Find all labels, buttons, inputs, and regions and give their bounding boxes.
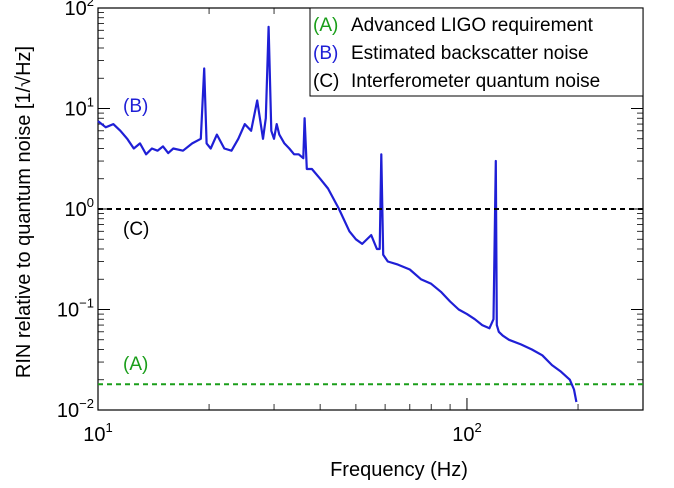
- series-line-b: [97, 25, 578, 403]
- legend-tag-a: (A): [313, 15, 338, 36]
- y-tick-label: 100: [65, 195, 94, 221]
- legend-tag-c: (C): [313, 71, 339, 92]
- series-layer: [97, 25, 643, 403]
- tick-labels: 101 102 10−2 10−1 100 101 102: [57, 0, 482, 446]
- legend-entry-c: (C) Interferometer quantum noise: [313, 71, 600, 92]
- y-axis-label: RIN relative to quantum noise [1/√Hz]: [13, 46, 35, 378]
- legend: (A) Advanced LIGO requirement (B) Estima…: [309, 7, 644, 97]
- y-tick-label: 102: [65, 0, 94, 20]
- legend-tag-b: (B): [313, 43, 338, 64]
- legend-entry-a: (A) Advanced LIGO requirement: [313, 15, 594, 36]
- x-axis-label: Frequency (Hz): [330, 459, 468, 481]
- legend-label-c: Interferometer quantum noise: [351, 71, 600, 92]
- y-tick-label: 10−1: [57, 296, 94, 322]
- x-tick-label: 101: [83, 420, 112, 446]
- series-tag-b-annotation: (B): [123, 96, 148, 117]
- y-tick-label: 101: [65, 95, 94, 121]
- legend-label-a: Advanced LIGO requirement: [351, 15, 594, 36]
- legend-box: [309, 7, 644, 97]
- y-tick-label: 10−2: [57, 396, 94, 422]
- x-tick-label: 102: [452, 420, 481, 446]
- legend-entry-b: (B) Estimated backscatter noise: [313, 43, 589, 64]
- legend-label-b: Estimated backscatter noise: [351, 43, 589, 64]
- series-tag-a-annotation: (A): [123, 354, 148, 375]
- series-tag-c-annotation: (C): [123, 219, 149, 240]
